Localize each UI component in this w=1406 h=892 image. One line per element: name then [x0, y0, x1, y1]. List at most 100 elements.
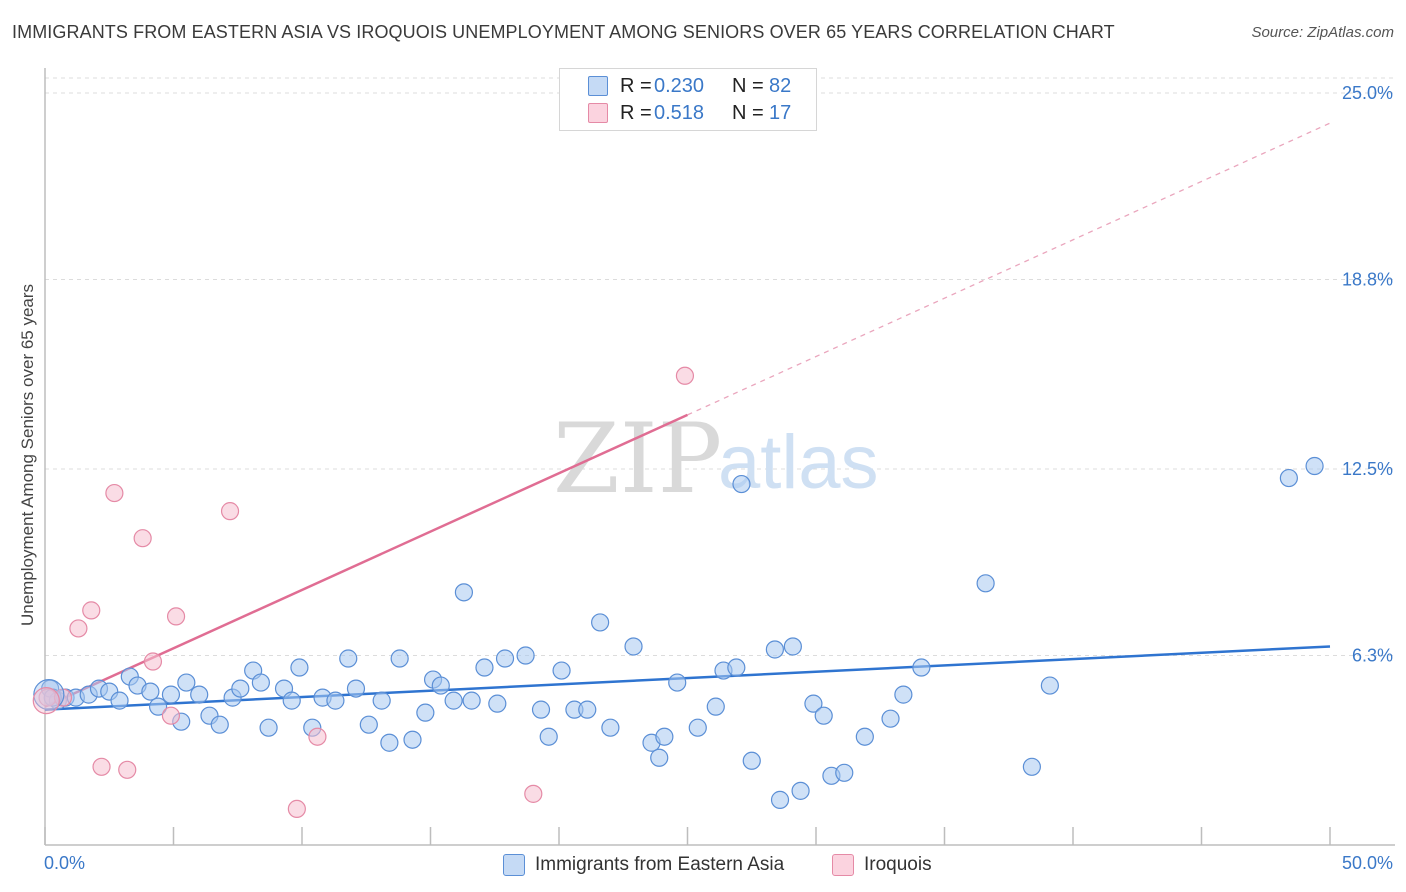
data-points [32, 101, 1324, 819]
point-eastern-asia [912, 658, 931, 677]
point-eastern-asia [742, 751, 761, 770]
legend-row-iroquois: R = 0.518 N = 17 [560, 100, 816, 126]
point-iroquois [524, 784, 543, 803]
legend-n-label: N = [732, 75, 764, 97]
legend-r-value: 0.518 [654, 102, 705, 124]
point-eastern-asia [251, 673, 270, 692]
point-eastern-asia [346, 679, 366, 698]
legend-row-eastern-asia: R = 0.230 N = 82 [560, 73, 816, 99]
point-eastern-asia [390, 649, 409, 668]
trend-extension-iroquois [687, 122, 1331, 416]
point-eastern-asia [650, 748, 669, 767]
point-eastern-asia [495, 649, 515, 668]
point-eastern-asia [141, 682, 160, 701]
point-eastern-asia [1022, 757, 1041, 776]
point-eastern-asia [688, 718, 707, 737]
legend-n-label: N = [732, 102, 764, 124]
point-iroquois [161, 706, 181, 725]
point-eastern-asia [210, 715, 229, 734]
legend-swatch-eastern-asia [588, 76, 608, 96]
point-eastern-asia [1279, 468, 1298, 488]
y-tick-label: 25.0% [1342, 83, 1393, 103]
legend-swatch-eastern-asia [503, 854, 525, 876]
axes [44, 68, 1395, 846]
point-eastern-asia [770, 790, 790, 809]
y-tick-label: 18.8% [1342, 270, 1393, 290]
point-eastern-asia [282, 691, 301, 710]
point-eastern-asia [372, 691, 391, 710]
x-tick-label: 0.0% [44, 853, 85, 873]
trend-line-iroquois [44, 413, 689, 708]
point-iroquois [105, 483, 124, 503]
legend-r-label: R = [620, 75, 652, 97]
y-tick-label: 6.3% [1352, 646, 1393, 666]
legend-n-value: 17 [769, 102, 792, 124]
point-eastern-asia [339, 649, 358, 668]
point-eastern-asia [578, 700, 597, 719]
point-eastern-asia [814, 706, 833, 725]
point-eastern-asia [531, 700, 551, 719]
point-eastern-asia [732, 474, 751, 494]
x-tick-label: 50.0% [1342, 853, 1393, 873]
point-iroquois [82, 601, 101, 620]
point-eastern-asia [783, 637, 802, 656]
point-eastern-asia [454, 583, 474, 602]
point-eastern-asia [231, 679, 250, 698]
point-eastern-asia [601, 718, 620, 737]
point-eastern-asia [552, 661, 571, 680]
point-iroquois [220, 502, 240, 521]
point-eastern-asia [416, 703, 435, 722]
point-eastern-asia [591, 613, 610, 632]
tick-labels: 25.0% 18.8% 12.5% 6.3% 0.0% 50.0% [44, 83, 1393, 873]
point-eastern-asia [976, 574, 995, 593]
point-eastern-asia [190, 685, 209, 704]
point-iroquois [133, 529, 152, 548]
legend-n-value: 82 [769, 75, 792, 97]
point-eastern-asia [462, 691, 481, 710]
point-eastern-asia [668, 673, 687, 692]
legend-r-label: R = [620, 102, 652, 124]
watermark-zip: ZIP [553, 403, 722, 515]
point-eastern-asia [706, 697, 725, 716]
point-eastern-asia [804, 694, 823, 713]
point-iroquois [92, 757, 111, 776]
point-iroquois [166, 607, 186, 626]
point-cluster-eastern-asia [33, 679, 65, 711]
point-eastern-asia [881, 709, 900, 728]
point-eastern-asia [855, 727, 874, 746]
point-eastern-asia [290, 658, 309, 677]
point-eastern-asia [161, 685, 181, 704]
chart-source: Source: ZipAtlas.com [1251, 24, 1394, 41]
point-eastern-asia [380, 733, 399, 752]
y-tick-label: 12.5% [1342, 459, 1393, 479]
point-eastern-asia [894, 685, 913, 704]
point-eastern-asia [1305, 456, 1324, 476]
point-eastern-asia [488, 694, 507, 713]
point-eastern-asia [727, 658, 746, 677]
point-eastern-asia [475, 658, 494, 677]
point-eastern-asia [1040, 676, 1059, 695]
point-eastern-asia [835, 763, 854, 782]
point-eastern-asia [791, 781, 810, 800]
point-iroquois [118, 760, 137, 779]
point-eastern-asia [403, 730, 422, 749]
point-iroquois [69, 619, 88, 638]
point-iroquois [675, 366, 695, 385]
legend-swatch-iroquois [832, 854, 854, 876]
point-eastern-asia [655, 727, 674, 746]
trend-line-eastern-asia [44, 645, 1331, 711]
point-eastern-asia [359, 715, 378, 734]
point-eastern-asia [444, 691, 463, 710]
point-iroquois [308, 727, 327, 746]
point-iroquois [287, 799, 306, 819]
point-eastern-asia [539, 727, 558, 746]
point-eastern-asia [624, 637, 643, 656]
point-iroquois [143, 652, 163, 671]
legend-label-iroquois: Iroquois [864, 854, 932, 875]
series-legend: Immigrants from Eastern Asia Iroquois [0, 852, 1406, 878]
point-eastern-asia [516, 646, 535, 665]
correlation-legend: R = 0.230 N = 82 R = 0.518 N = 17 [559, 68, 817, 131]
point-cluster-iroquois [32, 687, 60, 715]
point-eastern-asia [326, 691, 345, 710]
